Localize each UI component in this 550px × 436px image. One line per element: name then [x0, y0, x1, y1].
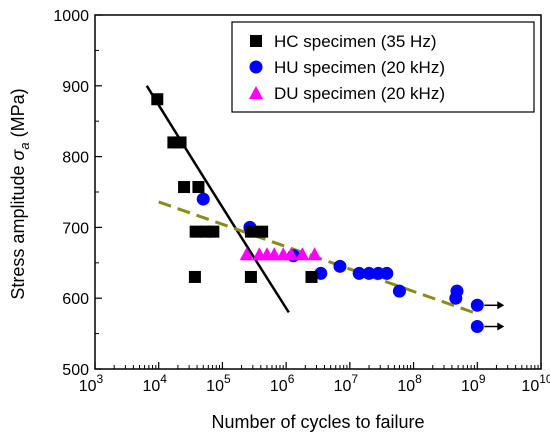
square-data-point: [256, 225, 269, 238]
circle-data-point: [333, 259, 347, 273]
legend-circle-marker: [249, 60, 263, 74]
x-tick-label: 106: [270, 372, 295, 395]
y-tick-label: 800: [62, 150, 89, 167]
circle-data-point: [392, 284, 406, 298]
legend: HC specimen (35 Hz) HU specimen (20 kHz) D…: [231, 21, 535, 113]
x-tick-label: 109: [461, 372, 486, 395]
square-data-point: [244, 270, 257, 283]
circle-data-point: [449, 291, 463, 305]
axis-ticks: 103 104 105 106 107 108 109 1010 500 600 700 800 900…: [53, 8, 550, 395]
x-tick-label: 105: [206, 372, 231, 395]
circle-data-point: [362, 266, 376, 280]
x-tick-label: 104: [142, 372, 167, 395]
y-tick-label: 1000: [53, 8, 89, 25]
y-axis-label-symbol: σ: [8, 149, 28, 161]
circle-data-point: [470, 298, 484, 312]
square-data-point: [151, 93, 164, 106]
y-axis-label-subscript: a: [17, 142, 32, 149]
y-tick-label: 700: [62, 220, 89, 237]
circle-data-point: [380, 266, 394, 280]
square-data-point: [244, 225, 257, 238]
data-points: [151, 93, 505, 334]
square-data-point: [188, 270, 201, 283]
legend-triangle-marker: [249, 86, 263, 99]
x-tick-label: 1010: [521, 372, 550, 395]
square-data-point: [192, 181, 205, 194]
circle-data-point: [314, 266, 328, 280]
triangle-data-point: [295, 247, 310, 261]
square-data-point: [207, 225, 220, 238]
x-tick-label: 107: [334, 372, 359, 395]
square-data-point: [305, 270, 318, 283]
triangle-data-point: [307, 247, 322, 261]
legend-square-marker: [250, 35, 262, 47]
square-data-point: [189, 225, 202, 238]
legend-label: HU specimen (20 kHz): [274, 58, 445, 77]
x-tick-label: 103: [79, 372, 104, 395]
runout-arrow-head: [497, 322, 505, 331]
legend-label: DU specimen (20 kHz): [274, 84, 445, 103]
x-axis-label: Number of cycles to failure: [211, 412, 424, 432]
circle-data-point: [196, 192, 210, 206]
legend-box: [231, 21, 535, 113]
legend-label: HC specimen (35 Hz): [274, 32, 437, 51]
circle-data-point: [470, 320, 484, 334]
y-axis-label-suffix: (MPa): [8, 88, 28, 142]
y-axis-label-prefix: Stress amplitude: [8, 161, 28, 300]
plot-frame: [94, 14, 542, 370]
circle-data-point: [352, 266, 366, 280]
square-data-point: [174, 136, 187, 149]
x-tick-label: 108: [397, 372, 422, 395]
y-tick-label: 500: [62, 362, 89, 379]
runout-arrow-head: [497, 301, 505, 310]
y-tick-label: 600: [62, 291, 89, 308]
triangle-data-point: [239, 247, 254, 261]
solid-fit-line: [145, 85, 290, 314]
square-data-point: [178, 181, 191, 194]
triangle-data-point: [267, 247, 282, 261]
triangle-data-point: [284, 247, 299, 261]
y-tick-label: 900: [62, 79, 89, 96]
y-axis-label: Stress amplitude σa (MPa): [8, 88, 32, 299]
